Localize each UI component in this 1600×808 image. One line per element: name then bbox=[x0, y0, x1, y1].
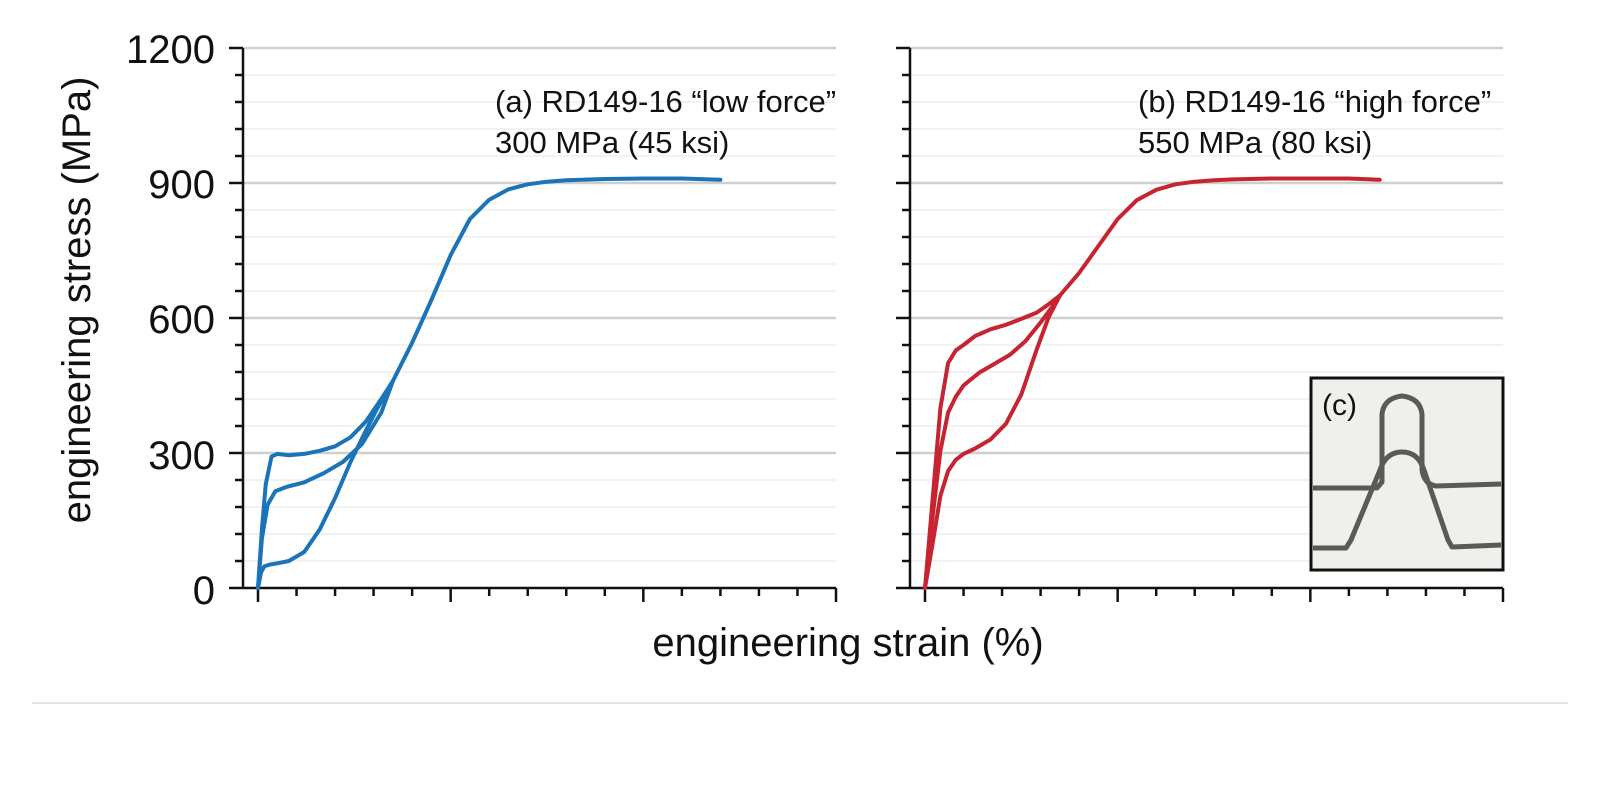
panel-a bbox=[229, 46, 838, 602]
stress-strain-curve-3 bbox=[256, 379, 395, 590]
stress-strain-curve-1 bbox=[923, 293, 1062, 590]
x-axis-label: engineering strain (%) bbox=[652, 621, 1043, 665]
panel-b bbox=[896, 46, 1505, 602]
y-axis-label: engineering stress (MPa) bbox=[55, 77, 99, 524]
y-tick-label-900: 900 bbox=[148, 163, 215, 207]
stress-strain-curve-3 bbox=[923, 293, 1062, 590]
inset-specimen-bottom bbox=[1313, 449, 1502, 551]
panel-a-annotation-line-2: 300 MPa (45 ksi) bbox=[495, 125, 729, 160]
inset-background bbox=[1313, 380, 1501, 568]
inset-photo-bent-specimen: (c) bbox=[1309, 376, 1505, 572]
panel-a-annotation-line-1: (a) RD149-16 “low force” bbox=[495, 84, 836, 119]
stress-strain-curve-2 bbox=[256, 379, 395, 590]
stress-strain-curve-2 bbox=[923, 293, 1062, 590]
panel-b-annotation-line-1: (b) RD149-16 “high force” bbox=[1138, 84, 1491, 119]
stress-strain-curve-4 bbox=[390, 176, 723, 383]
inset-label: (c) bbox=[1322, 389, 1357, 422]
y-tick-label-600: 600 bbox=[148, 298, 215, 342]
stress-strain-curve-1 bbox=[256, 379, 395, 590]
stress-strain-curve-4 bbox=[1057, 176, 1382, 298]
y-tick-label-0: 0 bbox=[193, 569, 215, 613]
panel-b-annotation-line-2: 550 MPa (80 ksi) bbox=[1138, 125, 1372, 160]
y-tick-label-1200: 1200 bbox=[126, 28, 215, 72]
figure-card bbox=[32, 0, 1568, 703]
y-tick-label-300: 300 bbox=[148, 434, 215, 478]
